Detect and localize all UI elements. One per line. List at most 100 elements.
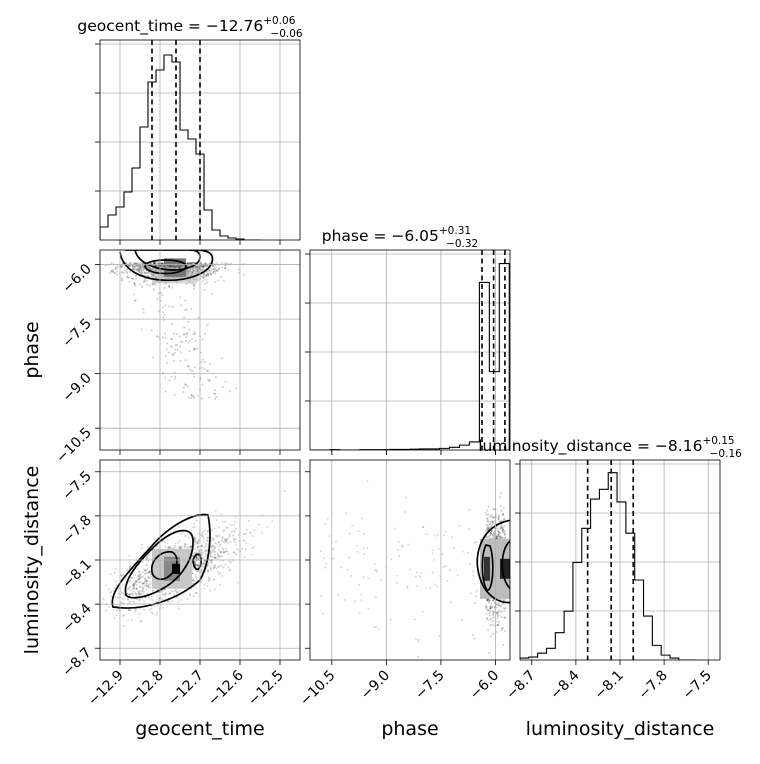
scatter-point xyxy=(186,333,189,336)
scatter-point xyxy=(502,528,505,531)
scatter-point xyxy=(197,557,200,560)
scatter-point xyxy=(122,624,125,627)
scatter-point xyxy=(192,568,195,571)
scatter-point xyxy=(491,533,494,536)
scatter-point xyxy=(243,539,246,542)
scatter-point xyxy=(145,588,148,591)
scatter-point xyxy=(453,546,456,549)
scatter-point xyxy=(207,274,210,277)
scatter-point xyxy=(132,587,135,590)
scatter-point xyxy=(198,532,201,535)
scatter-point xyxy=(181,265,184,268)
scatter-point xyxy=(195,556,198,559)
scatter-point xyxy=(148,608,151,611)
scatter-point xyxy=(220,550,223,553)
scatter-point xyxy=(210,545,213,548)
scatter-point xyxy=(170,375,173,378)
scatter-point xyxy=(179,265,182,268)
title-geocent_time: geocent_time = −12.76+0.06 −0.06 xyxy=(77,15,302,40)
scatter-point xyxy=(102,597,105,600)
scatter-point xyxy=(183,333,186,336)
scatter-point xyxy=(204,559,207,562)
scatter-point xyxy=(438,635,441,638)
scatter-point xyxy=(485,604,488,607)
scatter-point xyxy=(218,583,221,586)
scatter-point xyxy=(195,556,198,559)
scatter-point xyxy=(500,526,503,529)
scatter-point xyxy=(211,264,214,267)
y-tick-label: −7.8 xyxy=(59,512,94,547)
scatter-point xyxy=(499,525,502,528)
scatter-point xyxy=(497,535,500,538)
scatter-point xyxy=(139,598,142,601)
scatter-point xyxy=(184,545,187,548)
scatter-point xyxy=(191,261,194,264)
x-tick-label: −12.7 xyxy=(165,668,207,710)
scatter-point xyxy=(216,552,219,555)
scatter-point xyxy=(201,545,204,548)
scatter-point xyxy=(114,596,117,599)
scatter-point xyxy=(362,547,365,550)
scatter-point xyxy=(205,265,208,268)
scatter-point xyxy=(136,580,139,583)
scatter-point xyxy=(222,566,225,569)
scatter-point xyxy=(121,583,124,586)
x-tick-label: −8.7 xyxy=(503,668,538,703)
scatter-point xyxy=(499,535,502,538)
scatter-point xyxy=(141,587,144,590)
scatter-point xyxy=(491,516,494,519)
scatter-point xyxy=(192,526,195,529)
scatter-point xyxy=(487,520,490,523)
scatter-point xyxy=(225,550,228,553)
scatter-point xyxy=(147,266,150,269)
scatter-point xyxy=(492,616,495,619)
scatter-point xyxy=(212,555,215,558)
scatter-point xyxy=(193,348,196,351)
scatter-point xyxy=(213,557,216,560)
scatter-point xyxy=(200,532,203,535)
scatter-point xyxy=(222,279,225,282)
scatter-point xyxy=(217,279,220,282)
title-luminosity_distance: luminosity_distance = −8.16+0.15 −0.16 xyxy=(478,435,742,460)
scatter-point xyxy=(154,284,157,287)
scatter-point xyxy=(228,568,231,571)
scatter-point xyxy=(495,537,498,540)
y-tick-label: −7.5 xyxy=(59,468,94,503)
scatter-point xyxy=(205,555,208,558)
scatter-point xyxy=(188,261,191,264)
scatter-point xyxy=(132,583,135,586)
scatter-point xyxy=(215,395,218,398)
scatter-point xyxy=(233,520,236,523)
scatter-point xyxy=(234,530,237,533)
scatter-point xyxy=(151,595,154,598)
scatter-point xyxy=(120,279,123,282)
scatter-point xyxy=(138,268,141,271)
scatter-point xyxy=(160,597,163,600)
scatter-point xyxy=(144,572,147,575)
scatter-point xyxy=(150,598,153,601)
scatter-point xyxy=(177,607,180,610)
scatter-point xyxy=(417,638,420,641)
scatter-point xyxy=(196,564,199,567)
scatter-point xyxy=(165,342,168,345)
scatter-point xyxy=(468,508,471,511)
scatter-point xyxy=(210,546,213,549)
scatter-point xyxy=(134,283,137,286)
scatter-point xyxy=(489,532,492,535)
scatter-point xyxy=(138,585,141,588)
scatter-point xyxy=(193,261,196,264)
scatter-point xyxy=(504,536,507,539)
scatter-point xyxy=(360,593,363,596)
scatter-point xyxy=(488,601,491,604)
scatter-point xyxy=(194,537,197,540)
scatter-point xyxy=(203,289,206,292)
scatter-point xyxy=(203,265,206,268)
scatter-point xyxy=(213,545,216,548)
scatter-point xyxy=(206,272,209,275)
scatter-point xyxy=(192,333,195,336)
scatter-point xyxy=(421,525,424,528)
scatter-point xyxy=(192,261,195,264)
scatter-point xyxy=(172,264,175,267)
scatter-point xyxy=(486,617,489,620)
scatter-point xyxy=(131,584,134,587)
